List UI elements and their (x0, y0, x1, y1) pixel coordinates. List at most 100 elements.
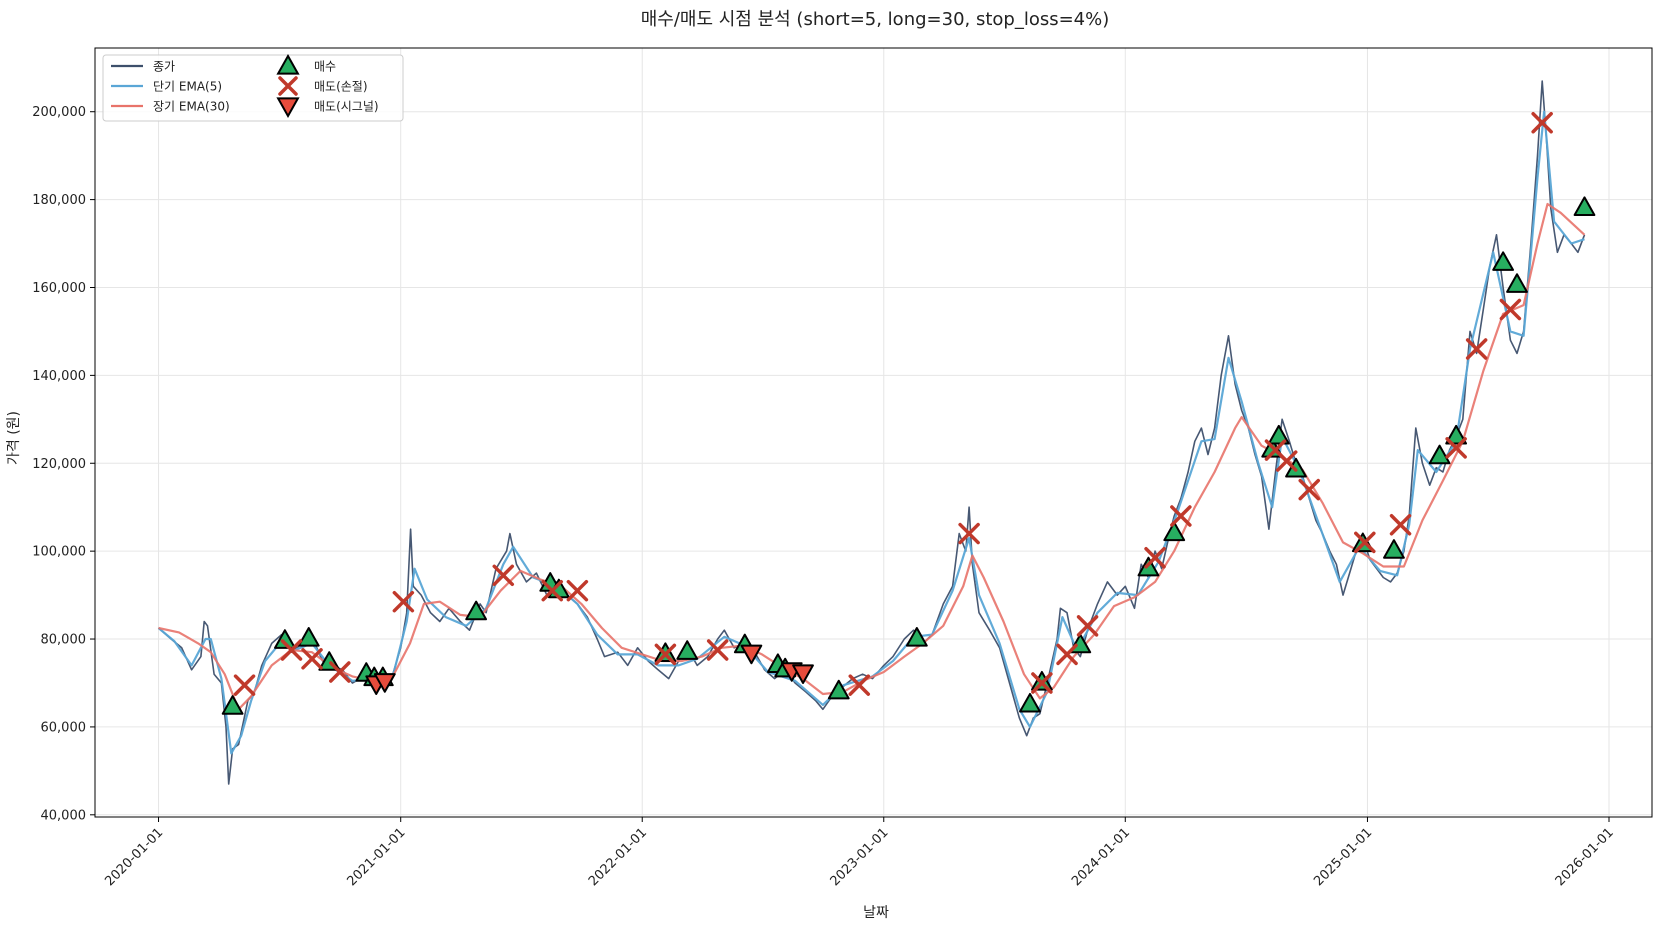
sell-stop-marker (1531, 111, 1553, 134)
x-stroke (301, 648, 323, 670)
y-tick-label: 100,000 (32, 545, 86, 560)
legend-box (102, 54, 404, 122)
legend-swatch-sell-stop (278, 76, 298, 96)
x-stroke (392, 590, 415, 613)
x-tick-label: 2025-01-01 (1311, 825, 1375, 889)
x-stroke (1031, 672, 1053, 694)
legend-swatch-sell-signal (276, 97, 300, 119)
y-tick-label: 60,000 (41, 720, 87, 735)
sell-stop-marker (958, 522, 980, 545)
sell-stop-marker (1031, 672, 1053, 694)
sell-stop-marker (1499, 298, 1522, 321)
plot-area-border (94, 47, 1653, 818)
sell-stop-marker (1170, 505, 1192, 527)
x-stroke (492, 564, 515, 587)
x-stroke (280, 639, 303, 661)
x-stroke (541, 579, 563, 602)
buy-marker (1019, 692, 1041, 713)
x-tick-label: 2023-01-01 (828, 825, 892, 889)
buy-marker (221, 695, 244, 715)
x-stroke (329, 661, 351, 683)
sell-signal-marker (373, 673, 396, 693)
x-stroke (1465, 338, 1488, 360)
chart-title: 매수/매도 시점 분석 (short=5, long=30, stop_loss… (641, 9, 1110, 30)
sell-stop-marker (541, 579, 563, 602)
marker-group (221, 111, 1596, 715)
sell-stop-marker (1354, 531, 1376, 554)
sell-stop-marker (1465, 338, 1488, 360)
buy-marker (1573, 196, 1596, 216)
sell-stop-marker (301, 648, 323, 670)
sell-stop-marker (1056, 643, 1078, 666)
x-tick-label: 2021-01-01 (345, 825, 409, 889)
buy-marker (905, 627, 928, 647)
x-stroke (1056, 643, 1078, 666)
sell-signal-marker (792, 664, 814, 684)
sell-stop-marker (392, 590, 415, 613)
legend-label: 종가 (153, 60, 175, 74)
sell-stop-marker (706, 639, 729, 661)
x-stroke (1170, 505, 1192, 527)
sell-stop-marker (233, 674, 256, 696)
y-tick-label: 140,000 (32, 369, 86, 384)
buy-marker (1506, 273, 1528, 293)
legend-label: 단기 EMA(5) (153, 80, 222, 94)
x-tick-label: 2024-01-01 (1069, 825, 1133, 889)
x-stroke (958, 522, 980, 545)
x-stroke (1531, 111, 1553, 134)
sell-stop-marker (654, 643, 677, 666)
x-stroke (654, 643, 677, 666)
x-tick-label: 2026-01-01 (1553, 825, 1617, 889)
x-tick-label: 2020-01-01 (102, 825, 166, 889)
x-stroke (1144, 546, 1166, 569)
buy-marker (274, 629, 296, 649)
y-axis-ticks: 40,000 60,000 80,000 100,000 120,000 140,000 1… (32, 105, 95, 823)
grid-lines (95, 48, 1652, 817)
legend-label: 장기 EMA(30) (153, 100, 230, 114)
x-axis-ticks: 2020-01-01 2021-01-01 2022-01-01 2023-01-01… (102, 817, 1617, 889)
buy-marker (676, 640, 699, 660)
buy-marker (1445, 424, 1468, 445)
y-tick-label: 160,000 (32, 281, 86, 296)
sell-stop-marker (848, 674, 871, 696)
buy-marker (1383, 539, 1405, 559)
y-tick-label: 40,000 (41, 808, 87, 823)
x-stroke (1389, 514, 1412, 536)
sell-stop-marker (280, 639, 303, 661)
x-stroke (848, 674, 871, 696)
legend-label: 매도(손절) (314, 80, 368, 94)
series-line-ema-long (158, 202, 1586, 711)
y-axis-label: 가격 (원) (6, 411, 22, 465)
legend-label: 매도(시그널) (314, 100, 379, 114)
y-tick-label: 80,000 (41, 633, 87, 648)
x-tick-label: 2022-01-01 (586, 825, 650, 889)
buy-marker (297, 627, 320, 647)
legend-label: 매수 (314, 60, 336, 74)
sell-signal-marker (740, 644, 763, 665)
x-stroke (1275, 450, 1298, 472)
y-tick-label: 180,000 (32, 193, 86, 208)
buy-marker (1267, 424, 1290, 445)
x-stroke (1076, 615, 1099, 637)
sell-stop-marker (1275, 450, 1298, 472)
buy-marker (1492, 251, 1515, 271)
sell-stop-marker (1389, 514, 1412, 536)
x-stroke (233, 674, 256, 696)
buy-marker (1428, 444, 1451, 465)
series-line-ema-short (157, 110, 1585, 755)
sell-stop-marker (1298, 478, 1320, 501)
buy-marker (827, 679, 850, 700)
x-stroke (1298, 478, 1320, 501)
sell-stop-marker (1445, 437, 1467, 459)
sell-stop-marker (329, 661, 351, 683)
legend-swatch-buy (276, 53, 300, 75)
x-stroke (566, 579, 589, 602)
x-stroke (278, 76, 298, 96)
buy-marker (1163, 521, 1186, 542)
x-stroke (1445, 437, 1467, 459)
x-axis-label: 날짜 (863, 905, 889, 921)
buy-marker (465, 600, 488, 621)
